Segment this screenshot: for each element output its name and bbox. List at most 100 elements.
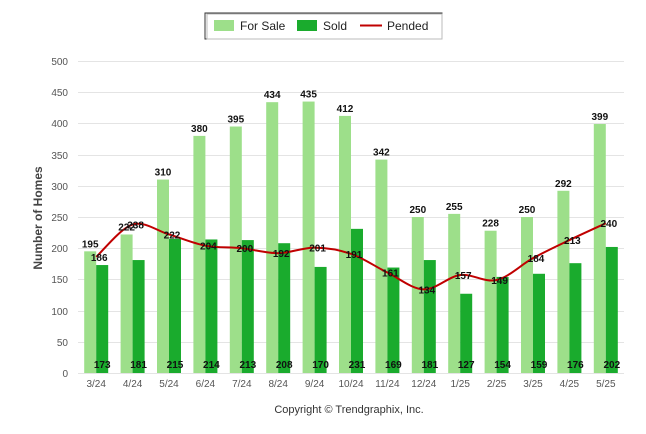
bar-for-sale <box>339 115 351 374</box>
bar-for-sale <box>84 251 97 373</box>
x-axis-ticks: 3/24 4/24 5/24 6/24 7/24 8/24 9/24 10/24 11/24 12… <box>86 379 616 390</box>
bar-sold <box>423 260 436 373</box>
y-tick-label: 200 <box>51 244 68 255</box>
data-label-sold: 169 <box>385 360 402 371</box>
x-tick-label: 3/24 <box>86 379 106 390</box>
y-tick-label: 300 <box>51 182 68 193</box>
legend-item-sold[interactable]: Sold <box>297 19 347 33</box>
bar-sold <box>278 243 291 373</box>
data-label-for-sale: 395 <box>227 115 244 126</box>
data-label-pended: 192 <box>273 249 290 260</box>
bar-for-sale <box>375 159 388 373</box>
bar-sold <box>569 263 582 373</box>
y-axis-title: Number of Homes <box>31 166 45 270</box>
x-tick-label: 5/25 <box>596 379 616 390</box>
legend-label-pended: Pended <box>387 19 428 33</box>
legend-swatch-for-sale <box>214 20 234 31</box>
data-label-for-sale: 250 <box>409 205 426 216</box>
y-tick-label: 50 <box>57 338 69 349</box>
data-label-for-sale: 434 <box>264 90 281 101</box>
x-tick-label: 2/25 <box>487 379 507 390</box>
data-label-for-sale: 228 <box>482 219 499 230</box>
x-tick-label: 4/24 <box>123 379 143 390</box>
x-tick-label: 5/24 <box>159 379 179 390</box>
pended-line <box>95 222 607 291</box>
bar-for-sale <box>193 135 206 373</box>
bar-sold <box>387 267 400 373</box>
data-label-sold: 181 <box>421 360 438 371</box>
y-tick-label: 350 <box>51 151 68 162</box>
data-labels: 195 173 186 222 181 238 310 215 222 380 214 204 395 2… <box>82 90 621 371</box>
data-label-sold: 170 <box>312 360 329 371</box>
data-label-for-sale: 222 <box>118 222 135 233</box>
data-label-sold: 202 <box>603 360 620 371</box>
legend-swatch-sold <box>297 20 317 31</box>
data-label-for-sale: 250 <box>519 205 536 216</box>
data-label-pended: 213 <box>564 236 581 247</box>
data-label-for-sale: 255 <box>446 202 463 213</box>
data-label-for-sale: 399 <box>591 112 608 123</box>
x-tick-label: 3/25 <box>523 379 543 390</box>
data-label-pended: 186 <box>91 253 108 264</box>
x-tick-label: 4/25 <box>560 379 580 390</box>
bar-sold <box>314 266 327 373</box>
bar-for-sale <box>484 230 497 373</box>
bar-for-sale <box>448 213 461 373</box>
bar-for-sale <box>120 234 133 373</box>
legend-item-for-sale[interactable]: For Sale <box>214 19 286 33</box>
bar-for-sale <box>157 179 169 373</box>
data-label-sold: 159 <box>531 360 548 371</box>
data-label-pended: 184 <box>528 254 545 265</box>
y-tick-label: 500 <box>51 57 68 68</box>
y-tick-label: 100 <box>51 307 68 318</box>
legend-item-pended[interactable]: Pended <box>360 19 428 33</box>
data-label-pended: 240 <box>600 219 617 230</box>
y-tick-label: 0 <box>62 369 68 380</box>
bar-sold <box>169 238 181 373</box>
data-label-for-sale: 195 <box>82 239 99 250</box>
data-label-sold: 176 <box>567 360 584 371</box>
x-tick-label: 1/25 <box>450 379 470 390</box>
data-label-sold: 215 <box>167 360 184 371</box>
x-tick-label: 7/24 <box>232 379 252 390</box>
data-label-sold: 181 <box>130 360 147 371</box>
copyright-text: Copyright © Trendgraphix, Inc. <box>274 404 423 416</box>
data-label-pended: 134 <box>418 285 435 296</box>
bar-for-sale <box>302 101 315 373</box>
x-tick-label: 9/24 <box>305 379 325 390</box>
y-tick-label: 150 <box>51 275 68 286</box>
y-tick-label: 400 <box>51 119 68 130</box>
x-tick-label: 6/24 <box>196 379 216 390</box>
bar-for-sale <box>411 217 424 373</box>
bar-sold <box>351 228 363 373</box>
data-label-pended: 200 <box>236 244 253 255</box>
y-tick-label: 450 <box>51 88 68 99</box>
data-label-pended: 201 <box>309 244 326 255</box>
legend-box <box>204 12 443 40</box>
bar-sold <box>132 260 145 373</box>
data-label-sold: 154 <box>494 360 511 371</box>
data-label-sold: 127 <box>458 360 475 371</box>
data-label-pended: 238 <box>127 220 144 231</box>
legend-label-sold: Sold <box>323 19 347 33</box>
y-axis-ticks: 0 50 100 150 200 250 300 350 400 450 500 <box>51 57 68 380</box>
y-tick-label: 250 <box>51 213 68 224</box>
data-label-for-sale: 342 <box>373 148 390 159</box>
data-label-pended: 157 <box>455 271 472 282</box>
data-label-sold: 214 <box>203 360 220 371</box>
bar-sold <box>241 240 254 373</box>
data-label-sold: 208 <box>276 360 293 371</box>
data-label-for-sale: 310 <box>155 168 172 179</box>
data-label-pended: 149 <box>491 276 508 287</box>
bar-for-sale <box>521 217 533 373</box>
x-tick-label: 10/24 <box>338 379 363 390</box>
data-label-pended: 222 <box>164 230 181 241</box>
bar-sold <box>605 246 618 373</box>
data-label-sold: 213 <box>239 360 256 371</box>
bar-for-sale <box>557 190 570 373</box>
data-label-for-sale: 292 <box>555 179 572 190</box>
pended-line-path <box>95 222 607 291</box>
x-tick-label: 8/24 <box>268 379 288 390</box>
data-label-for-sale: 412 <box>337 104 354 115</box>
